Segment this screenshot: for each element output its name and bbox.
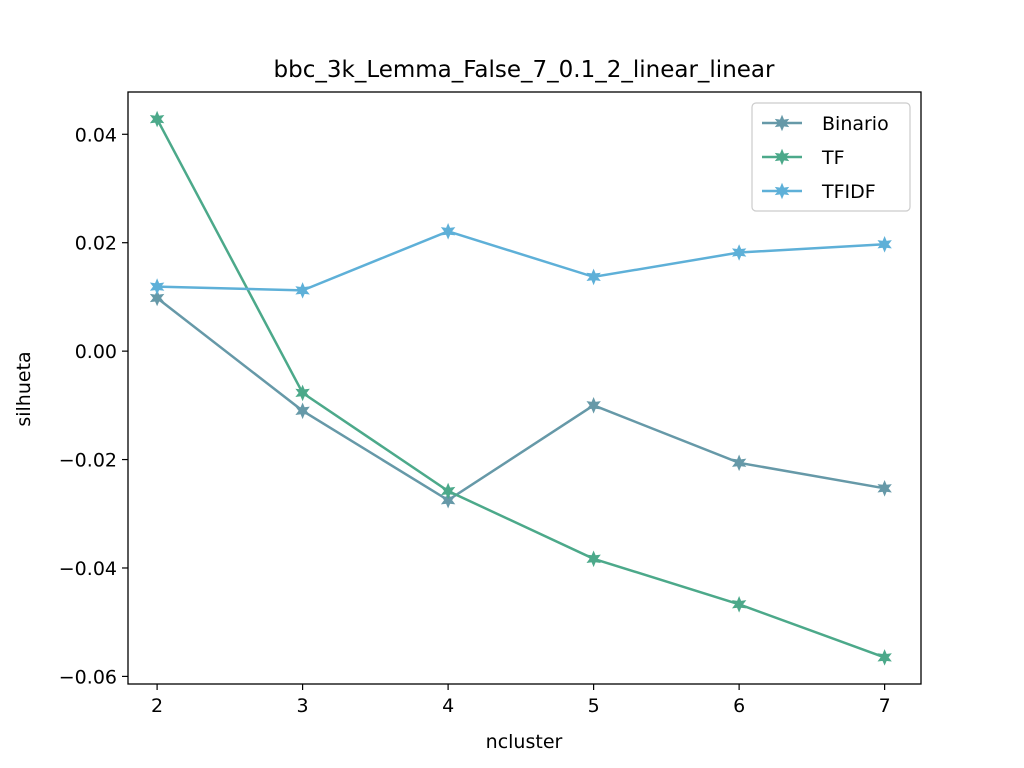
y-tick-label: −0.06	[59, 666, 117, 688]
legend-marker	[774, 148, 790, 166]
y-tick-label: 0.00	[75, 341, 117, 363]
x-tick-label: 2	[151, 695, 163, 717]
chart-title: bbc_3k_Lemma_False_7_0.1_2_linear_linear	[274, 57, 776, 83]
legend-label: TFIDF	[821, 181, 876, 203]
legend-marker	[774, 114, 790, 132]
x-tick-label: 3	[297, 695, 309, 717]
series-binario	[149, 289, 892, 509]
data-point	[877, 649, 892, 666]
y-tick-label: −0.04	[59, 558, 117, 580]
plot-area	[149, 110, 892, 666]
x-axis: 2 3 4 5 6 7	[151, 684, 891, 717]
y-tick-label: 0.04	[75, 124, 117, 146]
series-line	[155, 118, 886, 659]
legend-item: TF	[762, 147, 845, 169]
x-tick-label: 6	[733, 695, 745, 717]
plot-frame	[127, 91, 922, 685]
series-tf	[149, 110, 892, 666]
series-tfidf	[149, 222, 892, 299]
legend: Binario TF TFIDF	[751, 102, 911, 212]
data-point	[586, 550, 601, 568]
data-point	[295, 384, 310, 402]
data-point	[440, 482, 456, 500]
data-point	[440, 222, 456, 240]
x-tick-label: 5	[588, 695, 600, 717]
data-point	[586, 268, 601, 286]
data-point	[877, 480, 892, 497]
legend-marker	[774, 182, 790, 200]
data-point	[877, 235, 892, 253]
data-point	[731, 244, 747, 261]
legend-item: TFIDF	[762, 181, 876, 203]
data-point	[731, 454, 747, 472]
data-point	[731, 595, 747, 613]
legend-label: TF	[821, 147, 845, 169]
series-line	[156, 297, 885, 502]
legend-label: Binario	[822, 113, 889, 135]
data-point	[149, 278, 165, 295]
x-tick-label: 4	[442, 695, 454, 717]
x-axis-label: ncluster	[486, 731, 563, 753]
data-point	[586, 396, 601, 414]
legend-frame	[751, 102, 911, 212]
x-tick-label: 7	[879, 695, 891, 717]
legend-item: Binario	[762, 113, 889, 135]
y-tick-label: −0.02	[59, 450, 117, 472]
data-point	[295, 282, 310, 299]
y-axis-label: silhueta	[13, 351, 35, 426]
data-point	[295, 402, 310, 420]
y-axis: 0.04 0.02 0.00 −0.02 −0.04 −0.06	[59, 124, 128, 688]
series-line	[157, 229, 885, 292]
data-point	[149, 110, 165, 128]
y-tick-label: 0.02	[75, 233, 117, 255]
data-point	[149, 289, 165, 307]
data-point	[440, 491, 456, 509]
